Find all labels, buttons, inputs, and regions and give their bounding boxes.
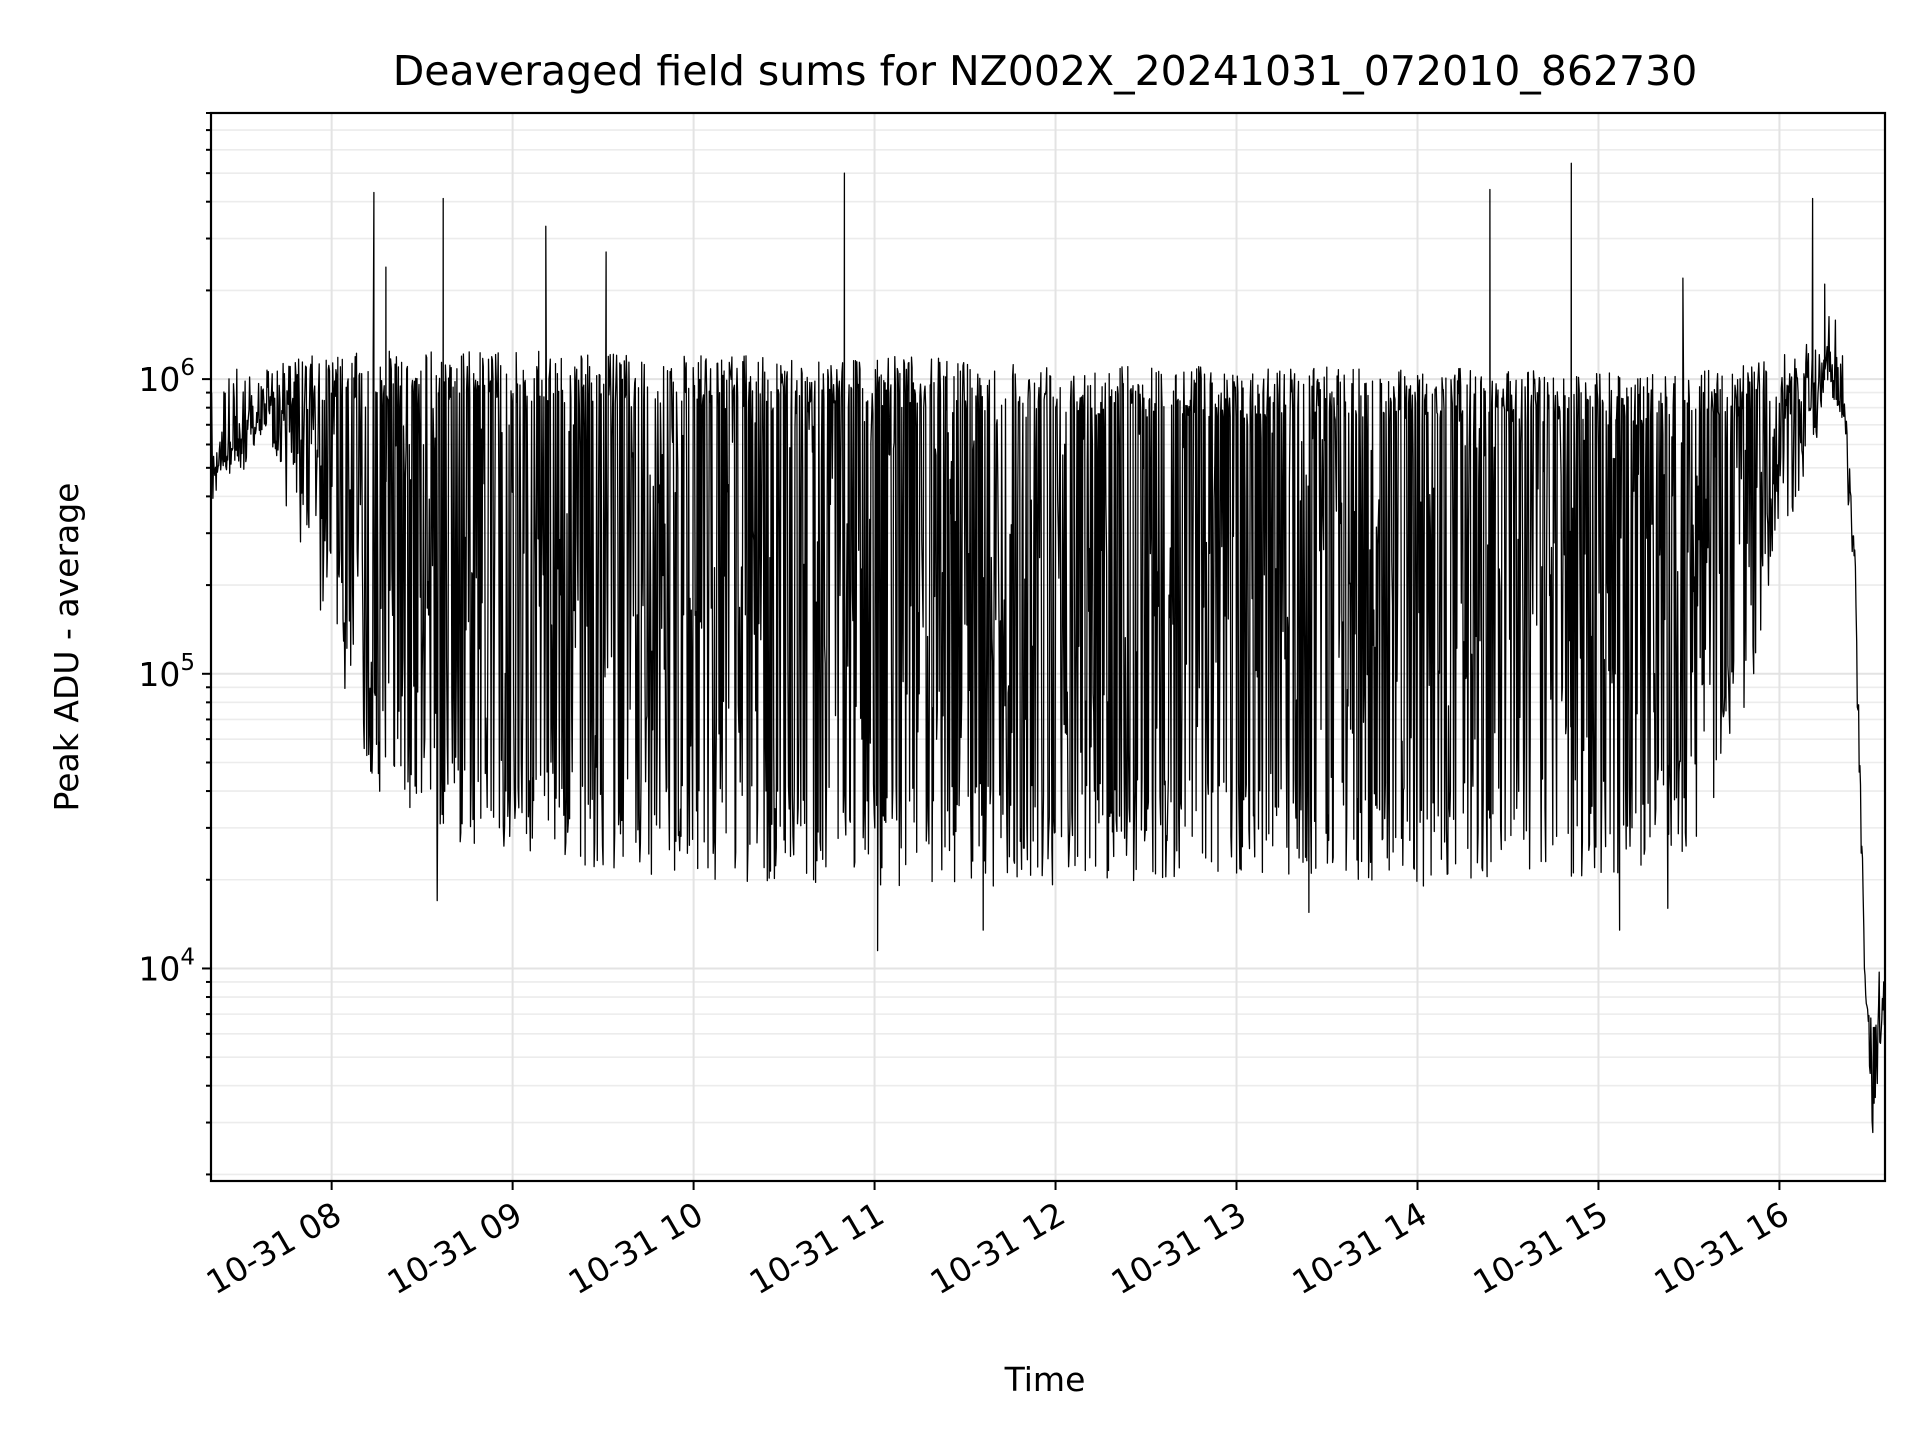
chart-title: Deaveraged field sums for NZ002X_2024103…	[393, 47, 1698, 95]
x-tick-label: 10-31 15	[1466, 1194, 1614, 1302]
y-axis: 104 105 106	[138, 112, 211, 1176]
x-tick-label: 10-31 11	[743, 1194, 891, 1302]
x-tick-label: 10-31 09	[381, 1194, 529, 1302]
x-axis: 10-31 08 10-31 09 10-31 10 10-31 11 10-31 12…	[200, 1181, 1795, 1302]
x-tick-label: 10-31 14	[1285, 1194, 1433, 1302]
x-tick-label: 10-31 16	[1647, 1194, 1795, 1302]
x-tick-label: 10-31 10	[562, 1194, 710, 1302]
y-tick-label: 106	[138, 355, 195, 399]
x-tick-label: 10-31 12	[924, 1194, 1072, 1302]
plot-area	[210, 162, 1886, 1134]
series-line	[210, 162, 1886, 1134]
y-tick-label: 105	[138, 650, 195, 694]
y-axis-label: Peak ADU - average	[47, 483, 86, 812]
plot-frame	[209, 111, 1887, 1183]
y-tick-label: 104	[138, 944, 195, 988]
x-tick-label: 10-31 13	[1105, 1194, 1253, 1302]
x-tick-label: 10-31 08	[200, 1194, 348, 1302]
x-axis-label: Time	[1004, 1360, 1086, 1399]
